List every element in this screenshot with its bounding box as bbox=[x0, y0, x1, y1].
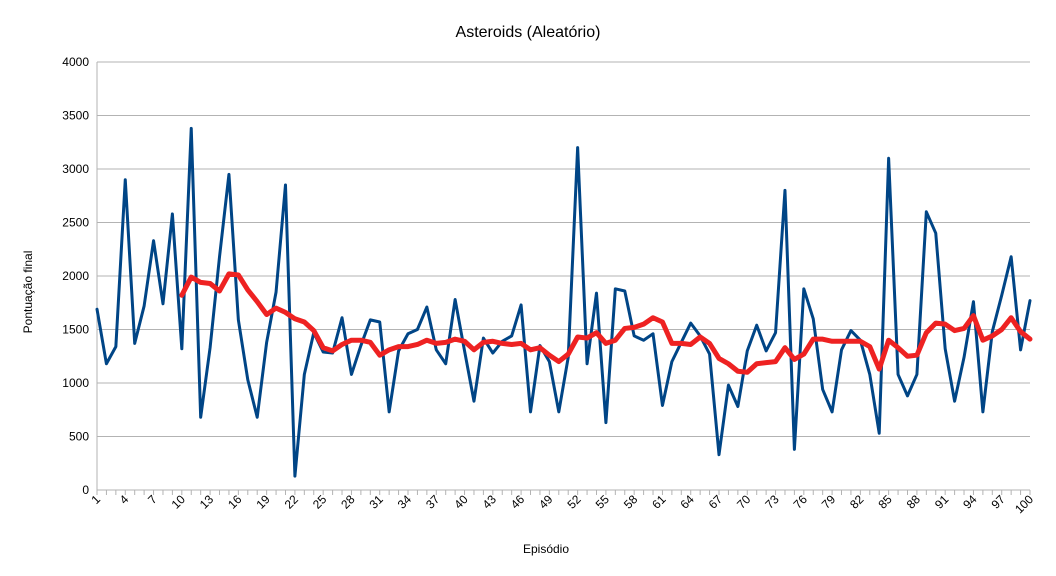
x-tick-label: 91 bbox=[932, 492, 952, 512]
x-tick-label: 64 bbox=[678, 492, 698, 512]
series-line-scores bbox=[95, 126, 1032, 478]
x-tick-label: 22 bbox=[282, 492, 302, 512]
x-tick-label: 46 bbox=[508, 492, 528, 512]
x-tick-label: 85 bbox=[875, 492, 895, 512]
x-tick-label: 4 bbox=[117, 492, 132, 507]
y-axis-label: Pontuação final bbox=[21, 251, 35, 334]
x-tick-label: 55 bbox=[593, 492, 613, 512]
x-tick-label: 43 bbox=[480, 492, 500, 512]
x-tick-label: 10 bbox=[169, 492, 189, 512]
x-tick-label: 19 bbox=[253, 492, 273, 512]
x-axis-label: Episódio bbox=[523, 542, 569, 556]
y-tick-label: 3000 bbox=[62, 162, 89, 176]
x-tick-label: 40 bbox=[451, 492, 471, 512]
x-tick-label: 76 bbox=[791, 492, 811, 512]
y-tick-label: 1500 bbox=[62, 323, 89, 337]
x-tick-label: 31 bbox=[367, 492, 387, 512]
x-tick-label: 82 bbox=[847, 492, 867, 512]
chart-title: Asteroids (Aleatório) bbox=[456, 24, 601, 41]
x-tick-label: 49 bbox=[536, 492, 556, 512]
x-tick-label: 25 bbox=[310, 492, 330, 512]
y-tick-label: 2500 bbox=[62, 216, 89, 230]
x-tick-label: 79 bbox=[819, 492, 839, 512]
x-tick-label: 7 bbox=[145, 492, 160, 507]
x-tick-label: 61 bbox=[649, 492, 669, 512]
label-layer: Asteroids (Aleatório) Episódio Pontuação… bbox=[21, 24, 1036, 556]
x-tick-label: 52 bbox=[564, 492, 584, 512]
series-layer bbox=[95, 126, 1033, 478]
grid-layer bbox=[97, 61, 1030, 491]
x-tick-label: 97 bbox=[989, 492, 1009, 512]
x-tick-label: 28 bbox=[338, 492, 358, 512]
y-tick-label: 2000 bbox=[62, 269, 89, 283]
x-tick-label: 37 bbox=[423, 492, 443, 512]
axis-layer bbox=[96, 62, 1031, 495]
x-tick-label: 1 bbox=[88, 492, 103, 507]
series-line-moving-average bbox=[179, 271, 1033, 375]
x-tick-label: 70 bbox=[734, 492, 754, 512]
x-tick-label: 58 bbox=[621, 492, 641, 512]
x-tick-label: 94 bbox=[960, 492, 980, 512]
x-tick-label: 67 bbox=[706, 492, 726, 512]
x-tick-label: 16 bbox=[225, 492, 245, 512]
x-tick-label: 13 bbox=[197, 492, 217, 512]
y-tick-label: 1000 bbox=[62, 376, 89, 390]
x-tick-label: 73 bbox=[762, 492, 782, 512]
x-tick-label: 88 bbox=[904, 492, 924, 512]
y-tick-label: 4000 bbox=[62, 55, 89, 69]
x-tick-label: 100 bbox=[1012, 492, 1036, 516]
y-tick-label: 500 bbox=[69, 430, 89, 444]
y-tick-label: 0 bbox=[82, 483, 89, 497]
x-tick-label: 34 bbox=[395, 492, 415, 512]
y-tick-label: 3500 bbox=[62, 109, 89, 123]
